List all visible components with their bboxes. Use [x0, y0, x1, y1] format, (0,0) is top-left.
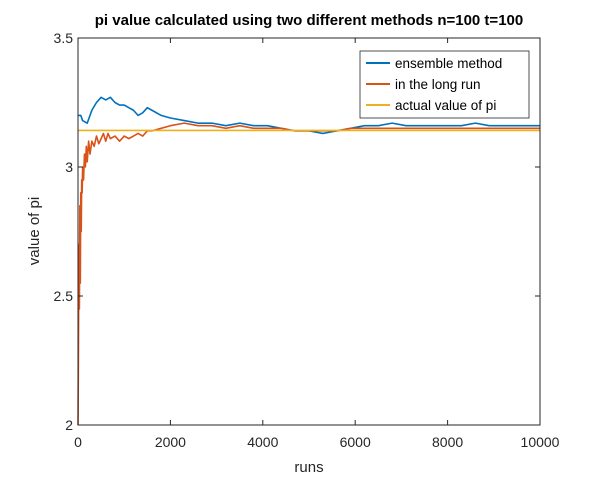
- x-tick-label: 2000: [155, 434, 186, 450]
- y-tick-label: 3: [65, 159, 73, 175]
- y-tick-label: 2.5: [54, 288, 74, 304]
- y-axis: 2 2.5 3 3.5: [54, 30, 540, 433]
- chart-title: pi value calculated using two different …: [95, 12, 523, 29]
- series-line-1: [78, 96, 540, 135]
- x-axis: 0 2000 4000 6000 8000 10000: [74, 38, 560, 450]
- y-tick-label: 2: [65, 417, 73, 433]
- legend-label-1: ensemble method: [395, 56, 502, 71]
- x-tick-label: 6000: [340, 434, 371, 450]
- plot-frame: [77, 37, 541, 426]
- y-tick-label: 3.5: [54, 30, 74, 46]
- y-axis-label: value of pi: [26, 197, 43, 265]
- x-tick-label: 4000: [247, 434, 278, 450]
- legend: ensemble method in the long run actual val…: [359, 50, 530, 119]
- legend-label-2: in the long run: [395, 77, 481, 92]
- legend-label-3: actual value of pi: [395, 98, 496, 113]
- x-tick-label: 0: [74, 434, 82, 450]
- series-line-2: [77, 122, 540, 426]
- x-axis-label: runs: [294, 459, 323, 476]
- x-tick-label: 10000: [521, 434, 560, 450]
- x-tick-label: 8000: [432, 434, 463, 450]
- series-layer: [77, 96, 540, 426]
